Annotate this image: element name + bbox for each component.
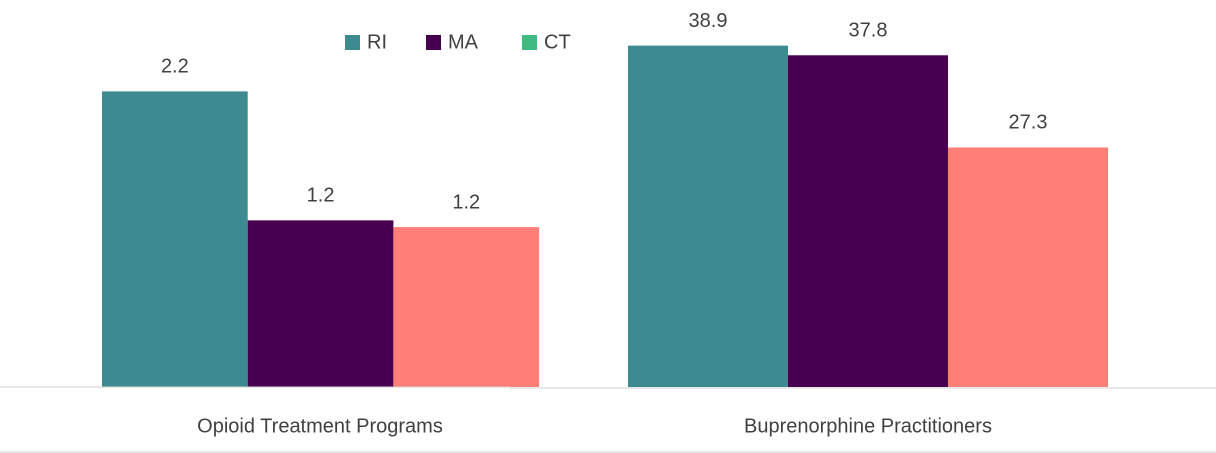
legend-swatch [426, 35, 441, 50]
x-tick-label: Buprenorphine Practitioners [744, 415, 992, 437]
bar [788, 55, 948, 388]
data-label: 2.2 [161, 56, 189, 78]
bar [102, 91, 248, 387]
x-tick-label: Opioid Treatment Programs [197, 415, 443, 437]
legend-swatch [522, 35, 537, 50]
legend-label: CT [544, 31, 571, 53]
data-label: 27.3 [1009, 112, 1048, 134]
data-label: 38.9 [689, 10, 728, 32]
legend-label: MA [448, 31, 479, 53]
legend-swatch [345, 35, 360, 50]
data-label: 1.2 [452, 191, 480, 213]
bar [393, 227, 540, 387]
data-label: 1.2 [307, 185, 335, 207]
bar [247, 220, 394, 387]
legend-label: RI [367, 31, 387, 53]
bar [628, 45, 788, 387]
bar [948, 147, 1108, 387]
data-label: 37.8 [849, 20, 888, 42]
